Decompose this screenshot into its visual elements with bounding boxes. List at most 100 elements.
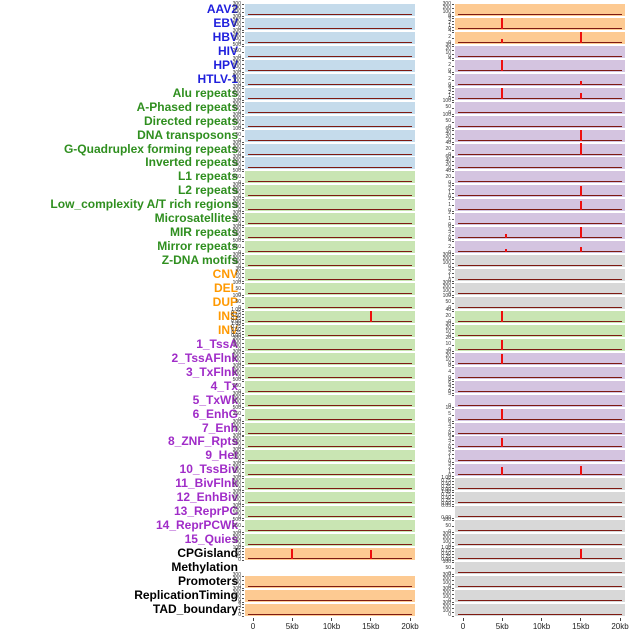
track-label: 8_ZNF_Rpts [167,434,238,449]
y-tick-mark [242,105,244,107]
y-tick-mark [452,29,454,31]
track-panel-left [245,269,415,282]
signal-baseline [248,167,412,169]
y-tick-mark [242,45,244,47]
y-tick-mark [452,255,454,257]
y-tick-label: 0 [238,12,241,19]
y-tick-label: 30 [235,265,241,272]
y-tick-label: 100 [232,538,241,545]
y-tick-mark [242,575,244,577]
signal-spike [579,548,582,560]
y-tick-mark [452,328,454,330]
y-tick-label: 5 [448,391,451,398]
track-label: 10_TssBiv [179,462,238,477]
y-tick-label: 200 [442,4,451,11]
y-tick-mark [452,554,454,556]
y-tick-mark [242,189,244,191]
y-tick-label: 0 [238,347,241,354]
y-tick-mark [242,378,244,380]
track-panel-right [455,408,625,421]
y-tick-mark [452,484,454,486]
y-tick-label: 40 [445,157,451,164]
y-tick-mark [242,538,244,540]
x-tick-mark [370,617,372,621]
y-tick-mark [242,534,244,536]
y-tick-label: 2 [448,209,451,216]
y-tick-label: 0 [448,138,451,145]
y-tick-mark [452,20,454,22]
y-tick-label: 4 [448,70,451,77]
signal-spike [579,227,582,239]
y-tick-mark [452,169,454,171]
signal-spike [501,38,504,43]
track-label: 14_ReprPCWk [155,518,238,533]
y-tick-label: 0 [238,26,241,33]
y-tick-label: 4 [448,369,451,376]
signal-baseline [248,265,412,267]
y-tick-mark [242,203,244,205]
y-tick-mark [452,504,454,506]
y-tick-mark [452,73,454,75]
y-tick-mark [452,414,454,416]
y-tick-label: 500 [232,167,241,174]
track-label: HTLV-1 [197,71,238,86]
signal-spike [501,339,504,350]
y-tick-label: 0 [448,458,451,465]
signal-baseline [248,446,412,448]
y-tick-label: 0 [238,417,241,424]
y-tick-label: 100 [442,287,451,294]
track-panel-left [245,338,415,351]
y-tick-mark [452,143,454,145]
y-tick-mark [242,546,244,548]
y-tick-label: 0 [238,500,241,507]
track-label: INS [217,308,238,323]
y-tick-mark [452,546,454,548]
y-tick-label: 100 [232,399,241,406]
y-tick-label: 0 [448,361,451,368]
y-tick-label: 0.50 [231,313,241,320]
y-tick-label: 0 [238,361,241,368]
track-label: L2 repeats [177,183,238,198]
y-tick-label: 2 [448,195,451,202]
y-tick-mark [242,402,244,404]
y-tick-label: 4 [448,383,451,390]
y-tick-label: 0 [238,514,241,521]
y-tick-mark [242,408,244,410]
y-tick-label: 2 [448,450,451,457]
signal-baseline [458,390,622,392]
y-tick-label: 500 [232,377,241,384]
y-tick-label: 20 [445,325,451,332]
y-tick-mark [452,53,454,55]
y-tick-mark [452,283,454,284]
signal-baseline [458,209,622,211]
y-tick-mark [452,49,454,51]
y-tick-label: 2 [448,427,451,433]
y-tick-label: 200 [232,255,241,262]
signal-baseline [458,306,622,308]
y-tick-mark [452,557,454,559]
track-panel-right [455,422,625,435]
y-tick-label: 1.00 [441,544,451,551]
y-tick-label: 0.25 [231,330,241,337]
signal-baseline [248,502,412,504]
y-tick-label: 0 [238,612,241,619]
y-tick-label: 0.00 [231,333,241,340]
y-tick-label: 200 [232,74,241,81]
y-tick-label: 200 [232,227,241,234]
x-tick-mark [409,617,411,621]
y-tick-mark [452,96,454,98]
track-panel-left [245,534,415,547]
y-tick-mark [452,575,454,577]
y-tick-label: 500 [232,237,241,244]
y-tick-mark [242,420,244,422]
signal-baseline [248,613,412,615]
y-tick-label: 0 [448,612,451,619]
track-panel-left [245,73,415,86]
y-tick-label: 0 [238,291,241,298]
y-tick-mark [452,440,454,442]
y-tick-mark [452,31,454,33]
y-tick-mark [242,141,244,143]
y-tick-label: 0 [238,444,241,451]
track-label: Methylation [171,560,238,574]
y-tick-label: 100 [232,8,241,15]
